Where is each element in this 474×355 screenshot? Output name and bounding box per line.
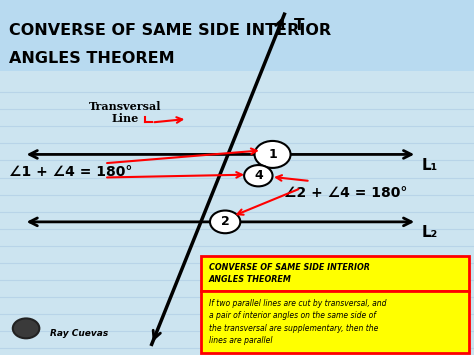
Text: L₁: L₁ (422, 158, 438, 173)
FancyBboxPatch shape (201, 256, 469, 291)
Text: Line: Line (112, 114, 139, 124)
Text: Transversal: Transversal (90, 101, 162, 112)
Text: CONVERSE OF SAME SIDE INTERIOR
ANGLES THEOREM: CONVERSE OF SAME SIDE INTERIOR ANGLES TH… (209, 263, 369, 284)
Text: L₂: L₂ (422, 225, 438, 240)
Text: CONVERSE OF SAME SIDE INTERIOR: CONVERSE OF SAME SIDE INTERIOR (9, 23, 332, 38)
Text: Ray Cuevas: Ray Cuevas (50, 329, 108, 338)
Circle shape (210, 211, 240, 233)
Text: 1: 1 (268, 148, 277, 161)
FancyBboxPatch shape (201, 291, 469, 353)
Circle shape (244, 165, 273, 186)
Text: ∠1 + ∠4 = 180°: ∠1 + ∠4 = 180° (9, 165, 133, 179)
Circle shape (13, 318, 39, 338)
FancyBboxPatch shape (0, 0, 474, 71)
Circle shape (255, 141, 291, 168)
Text: ∠2 + ∠4 = 180°: ∠2 + ∠4 = 180° (284, 186, 408, 201)
Text: If two parallel lines are cut by transversal, and
a pair of interior angles on t: If two parallel lines are cut by transve… (209, 299, 386, 345)
Text: 2: 2 (221, 215, 229, 228)
Text: 4: 4 (254, 169, 263, 182)
Text: ANGLES THEOREM: ANGLES THEOREM (9, 51, 175, 66)
Text: T: T (294, 18, 304, 33)
